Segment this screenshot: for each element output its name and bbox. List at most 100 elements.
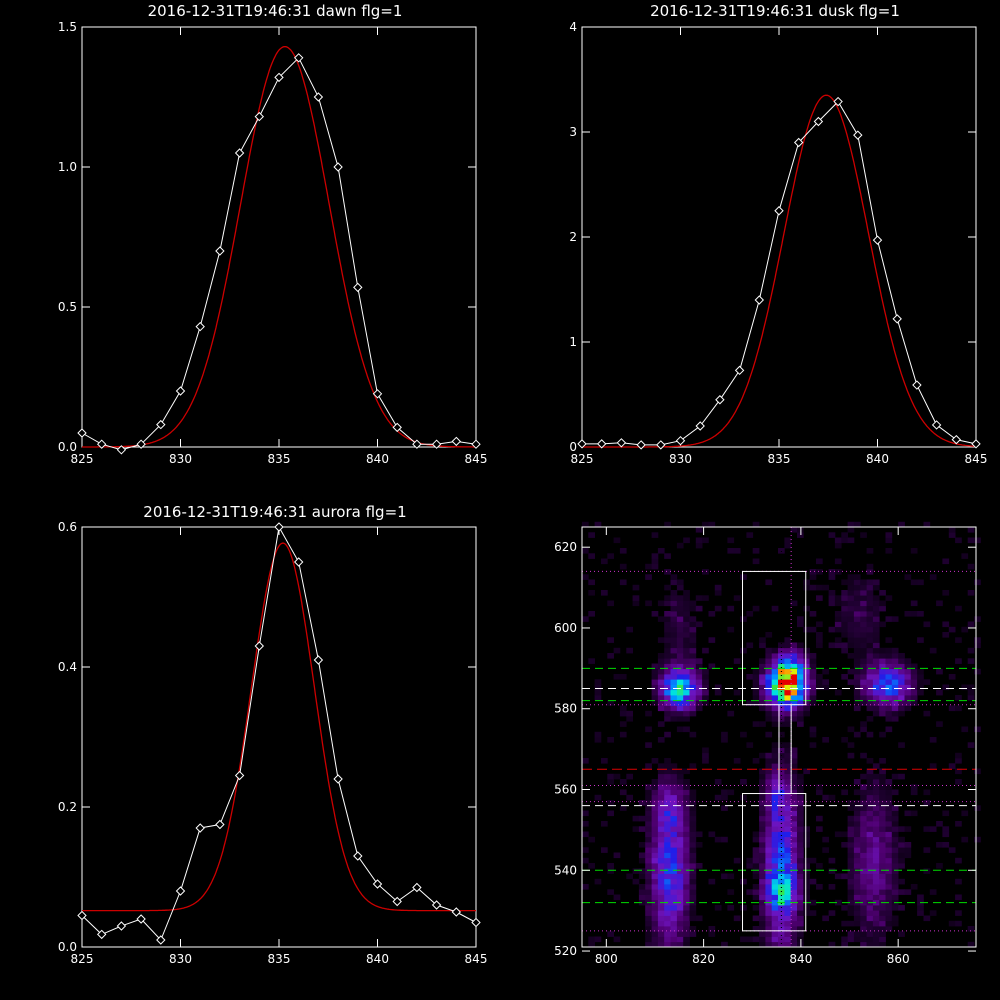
heatmap-cell bbox=[891, 884, 899, 890]
heatmap-cell bbox=[872, 668, 880, 675]
heatmap-cell bbox=[676, 794, 684, 801]
heatmap-cell bbox=[638, 857, 646, 864]
heatmap-cell bbox=[828, 532, 836, 538]
heatmap-cell bbox=[860, 842, 867, 848]
heatmap-cell bbox=[765, 716, 773, 722]
heatmap-cell bbox=[664, 731, 671, 738]
heatmap-cell bbox=[765, 689, 773, 696]
heatmap-cell bbox=[752, 668, 760, 675]
heatmap-cell bbox=[765, 936, 773, 943]
heatmap-cell bbox=[778, 800, 785, 806]
heatmap-cell bbox=[866, 705, 874, 712]
heatmap-cell bbox=[860, 689, 867, 696]
heatmap-cell bbox=[746, 889, 754, 895]
heatmap-cell bbox=[841, 579, 848, 586]
heatmap-cell bbox=[790, 905, 798, 911]
heatmap-cell bbox=[651, 815, 659, 822]
heatmap-cell bbox=[670, 579, 678, 586]
heatmap-cell bbox=[759, 784, 766, 790]
heatmap-cell bbox=[670, 857, 678, 864]
heatmap-cell bbox=[860, 674, 867, 680]
heatmap-cell bbox=[683, 689, 690, 696]
heatmap-cell bbox=[885, 595, 893, 601]
heatmap-cell bbox=[676, 789, 684, 796]
heatmap-cell bbox=[784, 873, 792, 880]
heatmap-cell bbox=[790, 647, 798, 654]
heatmap-cell bbox=[879, 679, 886, 685]
data-point bbox=[96, 929, 107, 940]
heatmap-cell bbox=[942, 590, 950, 596]
heatmap-cell bbox=[651, 873, 659, 880]
heatmap-cell bbox=[689, 689, 697, 696]
heatmap-cell bbox=[752, 679, 760, 685]
heatmap-cell bbox=[828, 590, 836, 596]
heatmap-cell bbox=[853, 684, 861, 691]
heatmap-cell bbox=[809, 742, 817, 748]
heatmap-cell bbox=[771, 926, 779, 932]
y-tick-label: 0.0 bbox=[58, 940, 77, 954]
heatmap-cell bbox=[676, 884, 684, 890]
heatmap-cell bbox=[771, 905, 779, 911]
heatmap-cell bbox=[797, 920, 804, 927]
heatmap-cell bbox=[657, 836, 665, 843]
heatmap-cell bbox=[790, 763, 798, 769]
heatmap-cell bbox=[847, 847, 855, 853]
heatmap-cell bbox=[866, 852, 874, 859]
heatmap-cell bbox=[904, 842, 912, 848]
heatmap-cell bbox=[708, 831, 716, 838]
heatmap-cell bbox=[664, 842, 671, 848]
heatmap-cell bbox=[847, 621, 855, 628]
heatmap-cell bbox=[828, 642, 836, 649]
heatmap-cell bbox=[752, 894, 760, 901]
heatmap-cell bbox=[879, 710, 886, 717]
heatmap-cell bbox=[778, 642, 785, 649]
data-point bbox=[77, 428, 87, 438]
heatmap-cell bbox=[664, 863, 671, 869]
heatmap-cell bbox=[803, 857, 810, 864]
heatmap-cell bbox=[866, 815, 874, 822]
heatmap-cell bbox=[676, 616, 684, 622]
data-point bbox=[293, 557, 304, 567]
heatmap-cell bbox=[847, 726, 855, 733]
heatmap-cell bbox=[765, 700, 773, 706]
heatmap-cell bbox=[676, 910, 684, 916]
heatmap-cell bbox=[664, 815, 671, 822]
heatmap-cell bbox=[670, 884, 678, 890]
heatmap-cell bbox=[664, 642, 671, 649]
heatmap-cell bbox=[816, 789, 823, 796]
heatmap-cell bbox=[784, 826, 792, 832]
heatmap-cell bbox=[752, 889, 760, 895]
heatmap-cell bbox=[778, 863, 785, 869]
heatmap-cell bbox=[847, 805, 855, 811]
heatmap-cell bbox=[797, 658, 804, 664]
heatmap-cell bbox=[670, 805, 678, 811]
heatmap-cell bbox=[702, 700, 709, 706]
heatmap-cell bbox=[765, 789, 773, 796]
heatmap-cell bbox=[651, 857, 659, 864]
heatmap-cell bbox=[683, 831, 690, 838]
heatmap-cell bbox=[917, 637, 924, 643]
heatmap-cell bbox=[866, 758, 874, 764]
heatmap-cell bbox=[695, 700, 703, 706]
heatmap-cell bbox=[784, 700, 792, 706]
heatmap-cell bbox=[588, 553, 595, 559]
heatmap-cell bbox=[853, 779, 861, 785]
data-point bbox=[392, 896, 402, 907]
heatmap-cell bbox=[797, 800, 804, 806]
heatmap-cell bbox=[853, 668, 861, 675]
heatmap-cell bbox=[752, 758, 760, 764]
heatmap-cell bbox=[651, 695, 659, 701]
data-point bbox=[215, 246, 225, 256]
heatmap-cell bbox=[708, 611, 716, 617]
heatmap-cell bbox=[847, 537, 855, 544]
heatmap-cell bbox=[847, 894, 855, 901]
heatmap-cell bbox=[891, 847, 899, 853]
heatmap-cell bbox=[790, 910, 798, 916]
heatmap-cell bbox=[885, 863, 893, 869]
heatmap-cell bbox=[891, 857, 899, 864]
heatmap-cell bbox=[885, 684, 893, 691]
heatmap-cell bbox=[885, 548, 893, 554]
heatmap-cell bbox=[683, 920, 690, 927]
heatmap-cell bbox=[866, 689, 874, 696]
heatmap-cell bbox=[657, 847, 665, 853]
